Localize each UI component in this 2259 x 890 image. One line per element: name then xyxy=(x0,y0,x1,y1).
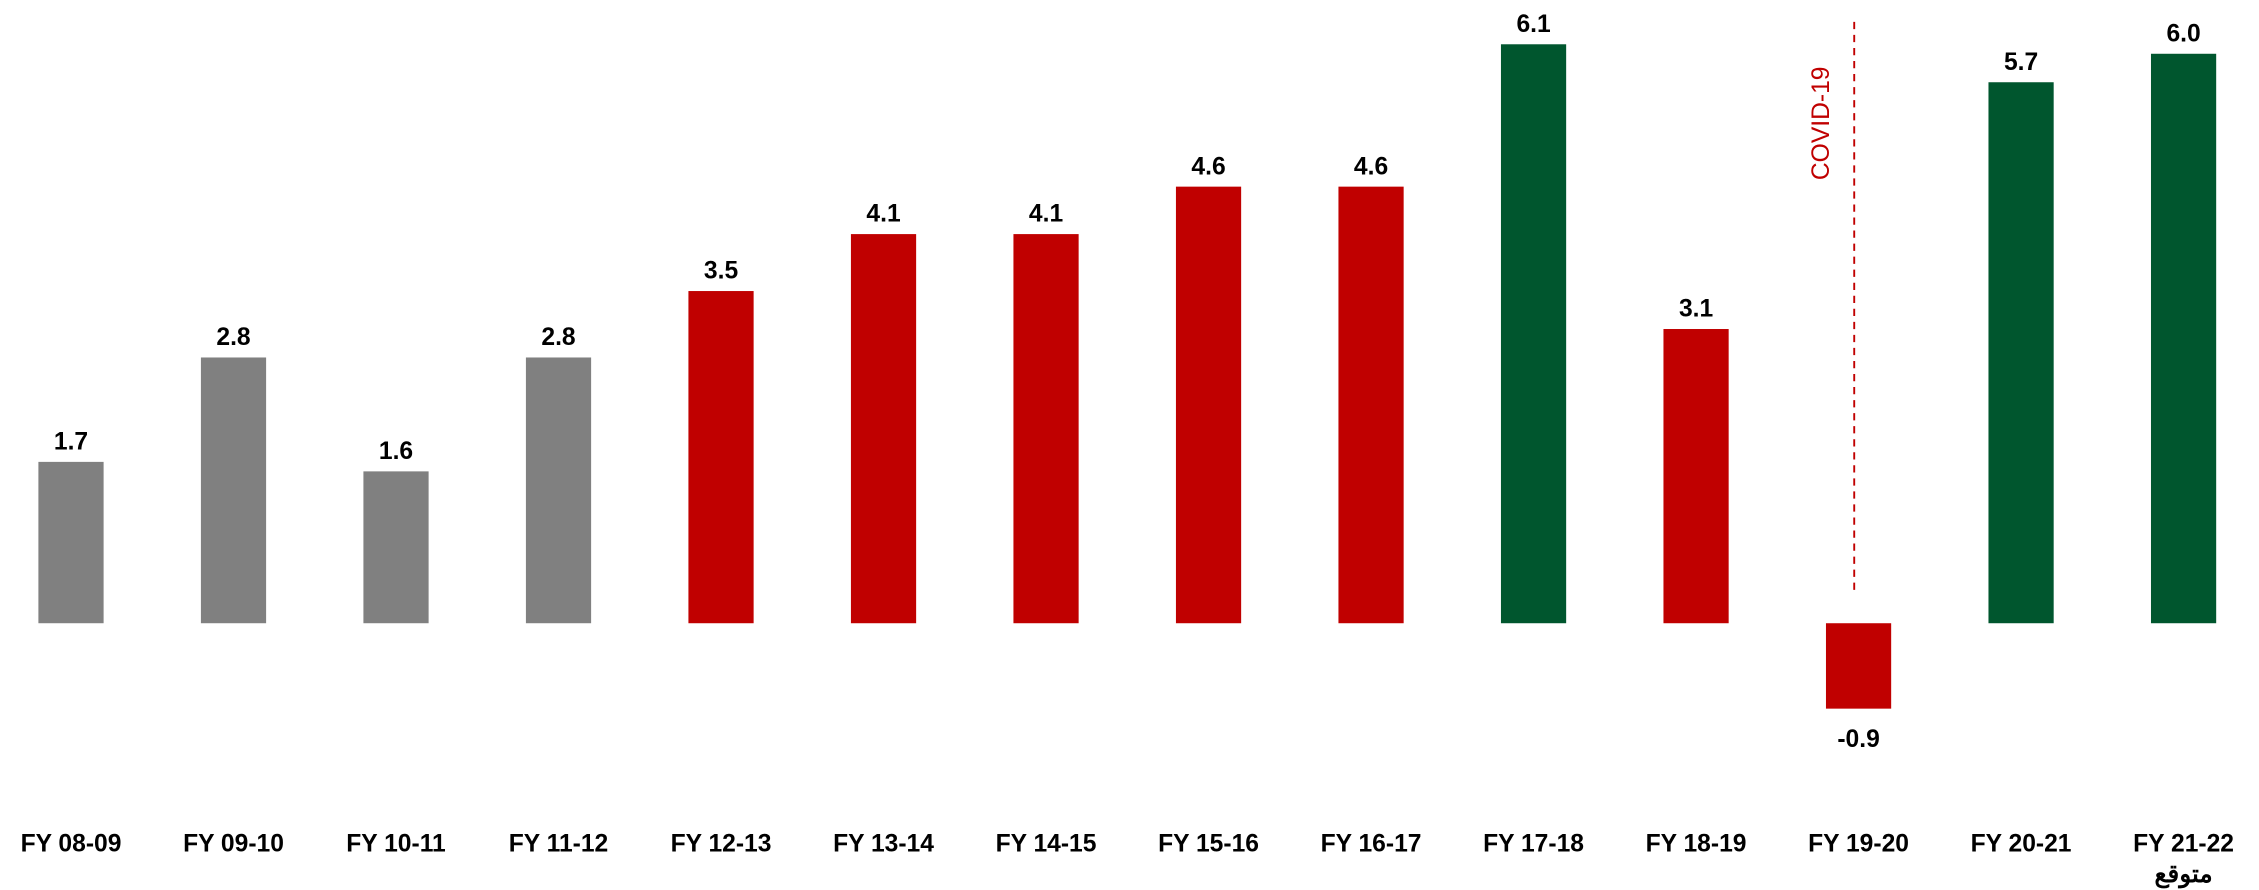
x-tick-label: FY 09-10 xyxy=(183,830,284,857)
value-label: 3.5 xyxy=(704,258,739,285)
bar xyxy=(1988,82,2054,624)
x-tick-label: FY 14-15 xyxy=(996,830,1097,857)
value-label: 4.6 xyxy=(1191,153,1225,180)
x-tick-label: FY 21-22 xyxy=(2133,830,2234,857)
bar xyxy=(850,234,917,624)
value-label: 5.7 xyxy=(2004,49,2038,76)
value-label: 3.1 xyxy=(1679,296,1714,323)
value-label: 4.1 xyxy=(1029,201,1064,228)
forecast-label: متوقع xyxy=(2154,861,2212,889)
value-label: 2.8 xyxy=(216,324,250,351)
annotation-text: COVID-19 xyxy=(1808,67,1835,181)
value-label: 1.7 xyxy=(54,429,88,456)
value-label: 4.6 xyxy=(1354,153,1388,180)
value-label: 6.0 xyxy=(2166,20,2200,47)
bar xyxy=(688,291,754,624)
x-tick-label: FY 16-17 xyxy=(1321,830,1422,857)
x-tick-label: FY 13-14 xyxy=(833,830,934,857)
bar xyxy=(200,357,267,624)
value-label: -0.9 xyxy=(1837,726,1879,753)
bar xyxy=(1500,44,1567,624)
x-tick-label: FY 18-19 xyxy=(1646,830,1747,857)
bar xyxy=(1663,329,1729,624)
x-tick-label: FY 17-18 xyxy=(1483,830,1584,857)
bar xyxy=(38,461,104,624)
x-tick-label: FY 12-13 xyxy=(671,830,772,857)
bar xyxy=(363,471,429,624)
bar xyxy=(1338,186,1404,624)
bar xyxy=(525,357,592,624)
x-tick-label: FY 10-11 xyxy=(346,830,446,857)
bar xyxy=(1175,186,1242,624)
x-tick-label: FY 20-21 xyxy=(1971,830,2072,857)
x-tick-label: FY 08-09 xyxy=(21,830,122,857)
bar xyxy=(2150,53,2217,624)
value-label: 4.1 xyxy=(866,201,901,228)
bar xyxy=(1825,623,1892,709)
value-label: 1.6 xyxy=(379,438,413,465)
x-tick-label: FY 19-20 xyxy=(1808,830,1909,857)
value-label: 2.8 xyxy=(541,324,575,351)
bar xyxy=(1013,234,1079,624)
x-tick-label: FY 15-16 xyxy=(1158,830,1259,857)
x-tick-label: FY 11-12 xyxy=(509,830,609,857)
value-label: 6.1 xyxy=(1516,11,1551,38)
